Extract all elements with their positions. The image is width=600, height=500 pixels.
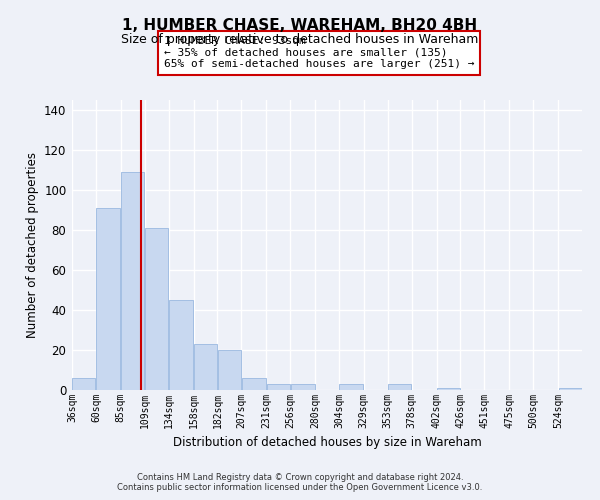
- Bar: [559, 388, 581, 390]
- Bar: [388, 384, 411, 390]
- Y-axis label: Number of detached properties: Number of detached properties: [26, 152, 38, 338]
- Text: Contains HM Land Registry data © Crown copyright and database right 2024.: Contains HM Land Registry data © Crown c…: [137, 472, 463, 482]
- Bar: [121, 172, 144, 390]
- Bar: [218, 350, 241, 390]
- Bar: [437, 388, 460, 390]
- Bar: [145, 228, 168, 390]
- Text: 1 HUMBER CHASE: 93sqm
← 35% of detached houses are smaller (135)
65% of semi-det: 1 HUMBER CHASE: 93sqm ← 35% of detached …: [164, 36, 475, 70]
- Text: Contains public sector information licensed under the Open Government Licence v3: Contains public sector information licen…: [118, 484, 482, 492]
- Bar: [290, 384, 314, 390]
- Bar: [97, 208, 121, 390]
- Bar: [340, 384, 364, 390]
- Text: Size of property relative to detached houses in Wareham: Size of property relative to detached ho…: [121, 32, 479, 46]
- Bar: [242, 378, 266, 390]
- Bar: [194, 344, 217, 390]
- X-axis label: Distribution of detached houses by size in Wareham: Distribution of detached houses by size …: [173, 436, 481, 450]
- Bar: [169, 300, 193, 390]
- Bar: [267, 384, 290, 390]
- Bar: [73, 378, 95, 390]
- Text: 1, HUMBER CHASE, WAREHAM, BH20 4BH: 1, HUMBER CHASE, WAREHAM, BH20 4BH: [122, 18, 478, 32]
